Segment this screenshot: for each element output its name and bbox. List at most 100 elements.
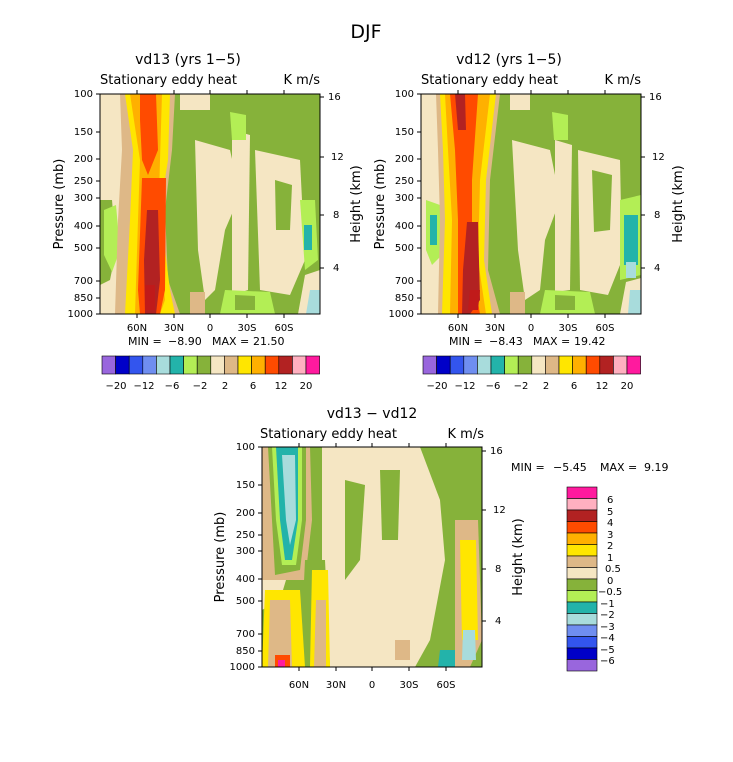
colorbar-swatch — [566, 624, 598, 637]
y2-tick-label: 12 — [331, 152, 344, 163]
colorbar-label: 0 — [607, 576, 613, 587]
colorbar-swatch — [566, 486, 598, 499]
colorbar-label: −6 — [486, 381, 501, 392]
y-ticks-left — [417, 93, 421, 315]
colorbar-labels: −20 −12 −6 −2 2 6 12 20 — [105, 381, 312, 392]
panel-units: K m/s — [284, 73, 321, 88]
colorbar-labels: −20 −12 −6 −2 2 6 12 20 — [426, 381, 633, 392]
colorbar-swatch — [566, 647, 598, 660]
colorbar-swatch — [504, 355, 519, 375]
y2-axis-label: Height (km) — [511, 518, 526, 595]
colorbar-swatch — [558, 355, 573, 375]
min-value: −8.90 — [168, 335, 202, 348]
colorbar-swatch — [115, 355, 130, 375]
y2-tick-label: 16 — [649, 92, 662, 103]
panel-title: vd13 (yrs 1−5) — [135, 52, 241, 68]
colorbar-label: 2 — [222, 381, 228, 392]
y-tick-label: 100 — [236, 442, 255, 453]
colorbar-label: −12 — [454, 381, 475, 392]
y-tick-labels-right: 16 12 8 4 — [328, 92, 344, 274]
y-tick-label: 500 — [236, 596, 255, 607]
x-tick-labels: 60N 30N 0 30S 60S — [127, 323, 294, 334]
panel-vd13: vd13 (yrs 1−5) Stationary eddy heat K m/… — [52, 52, 364, 392]
y2-tick-label: 16 — [490, 446, 503, 457]
colorbar-label: −6 — [165, 381, 180, 392]
x-tick-labels: 60N 30N 0 30S 60S — [448, 323, 615, 334]
colorbar-label: 6 — [250, 381, 256, 392]
colorbar-label: 4 — [607, 518, 613, 529]
colorbar-label: −12 — [133, 381, 154, 392]
y-tick-label: 700 — [236, 629, 255, 640]
colorbar-swatch — [566, 578, 598, 591]
colorbar-swatch — [566, 601, 598, 614]
min-value: −8.43 — [489, 335, 523, 348]
colorbar-swatch — [566, 659, 598, 672]
y-tick-label: 200 — [74, 154, 93, 165]
colorbar-label: 5 — [607, 507, 613, 518]
max-value: 19.42 — [574, 335, 606, 348]
colorbar-swatch — [566, 590, 598, 603]
x-tick-label: 60S — [436, 680, 455, 691]
y2-tick-label: 16 — [328, 92, 341, 103]
y-tick-label: 700 — [395, 276, 414, 287]
colorbar-swatch — [566, 555, 598, 568]
colorbar-swatch — [490, 355, 505, 375]
colorbar-swatch — [572, 355, 587, 375]
x-tick-label: 0 — [369, 680, 375, 691]
y-tick-label: 400 — [236, 574, 255, 585]
colorbar-swatch — [566, 498, 598, 511]
colorbar-swatch — [545, 355, 560, 375]
y-tick-label: 700 — [74, 276, 93, 287]
colorbar-swatch — [196, 355, 212, 375]
max-label: MAX = — [600, 461, 637, 474]
y-tick-label: 500 — [395, 243, 414, 254]
y-axis-label: Pressure (mb) — [52, 159, 67, 250]
y2-tick-label: 8 — [654, 210, 660, 221]
contour-field — [100, 94, 320, 314]
x-tick-label: 60N — [289, 680, 309, 691]
colorbar-label: −20 — [426, 381, 447, 392]
colorbar-label: 12 — [596, 381, 609, 392]
colorbar-swatch — [422, 355, 437, 375]
y-tick-label: 400 — [395, 221, 414, 232]
colorbar-label: 6 — [607, 495, 613, 506]
contour-field — [262, 447, 482, 667]
x-tick-label: 60S — [595, 323, 614, 334]
x-tick-label: 60N — [127, 323, 147, 334]
y2-tick-label: 4 — [333, 263, 339, 274]
colorbar-swatch — [531, 355, 546, 375]
colorbar-swatch — [156, 355, 171, 375]
y-tick-labels-right: 16 12 8 4 — [649, 92, 665, 274]
y2-tick-label: 8 — [495, 564, 501, 575]
x-tick-label: 30N — [485, 323, 505, 334]
y2-axis-label: Height (km) — [671, 165, 686, 242]
colorbar-swatch — [278, 355, 293, 375]
y-tick-label: 150 — [74, 127, 93, 138]
panel-vd12: vd12 (yrs 1−5) Stationary eddy heat K m/… — [373, 52, 686, 392]
y-tick-label: 400 — [74, 221, 93, 232]
colorbar-swatch — [436, 355, 451, 375]
min-label: MIN = — [511, 461, 545, 474]
y-ticks-right — [320, 96, 324, 269]
colorbar-swatch — [566, 544, 598, 557]
min-value: −5.45 — [553, 461, 587, 474]
y2-tick-label: 12 — [493, 505, 506, 516]
colorbar-swatch — [566, 532, 598, 545]
y-axis-label: Pressure (mb) — [373, 159, 388, 250]
y-tick-label: 300 — [395, 193, 414, 204]
colorbar-swatch — [585, 355, 601, 375]
y-tick-label: 100 — [74, 89, 93, 100]
y-tick-labels-left: 100 150 200 250 300 400 500 700 850 1000 — [68, 89, 93, 320]
colorbar — [101, 355, 320, 375]
colorbar-swatch — [128, 355, 144, 375]
colorbar-label: −2 — [193, 381, 208, 392]
colorbar-swatch — [477, 355, 492, 375]
colorbar-swatch — [566, 636, 598, 649]
colorbar-swatch — [237, 355, 252, 375]
x-tick-label: 0 — [528, 323, 534, 334]
x-tick-label: 0 — [207, 323, 213, 334]
colorbar-swatch — [292, 355, 307, 375]
y-tick-labels-right: 16 12 8 4 — [490, 446, 506, 627]
min-max-readout: MIN = −8.90 MAX = 21.50 — [128, 335, 285, 348]
colorbar-label: 6 — [571, 381, 577, 392]
